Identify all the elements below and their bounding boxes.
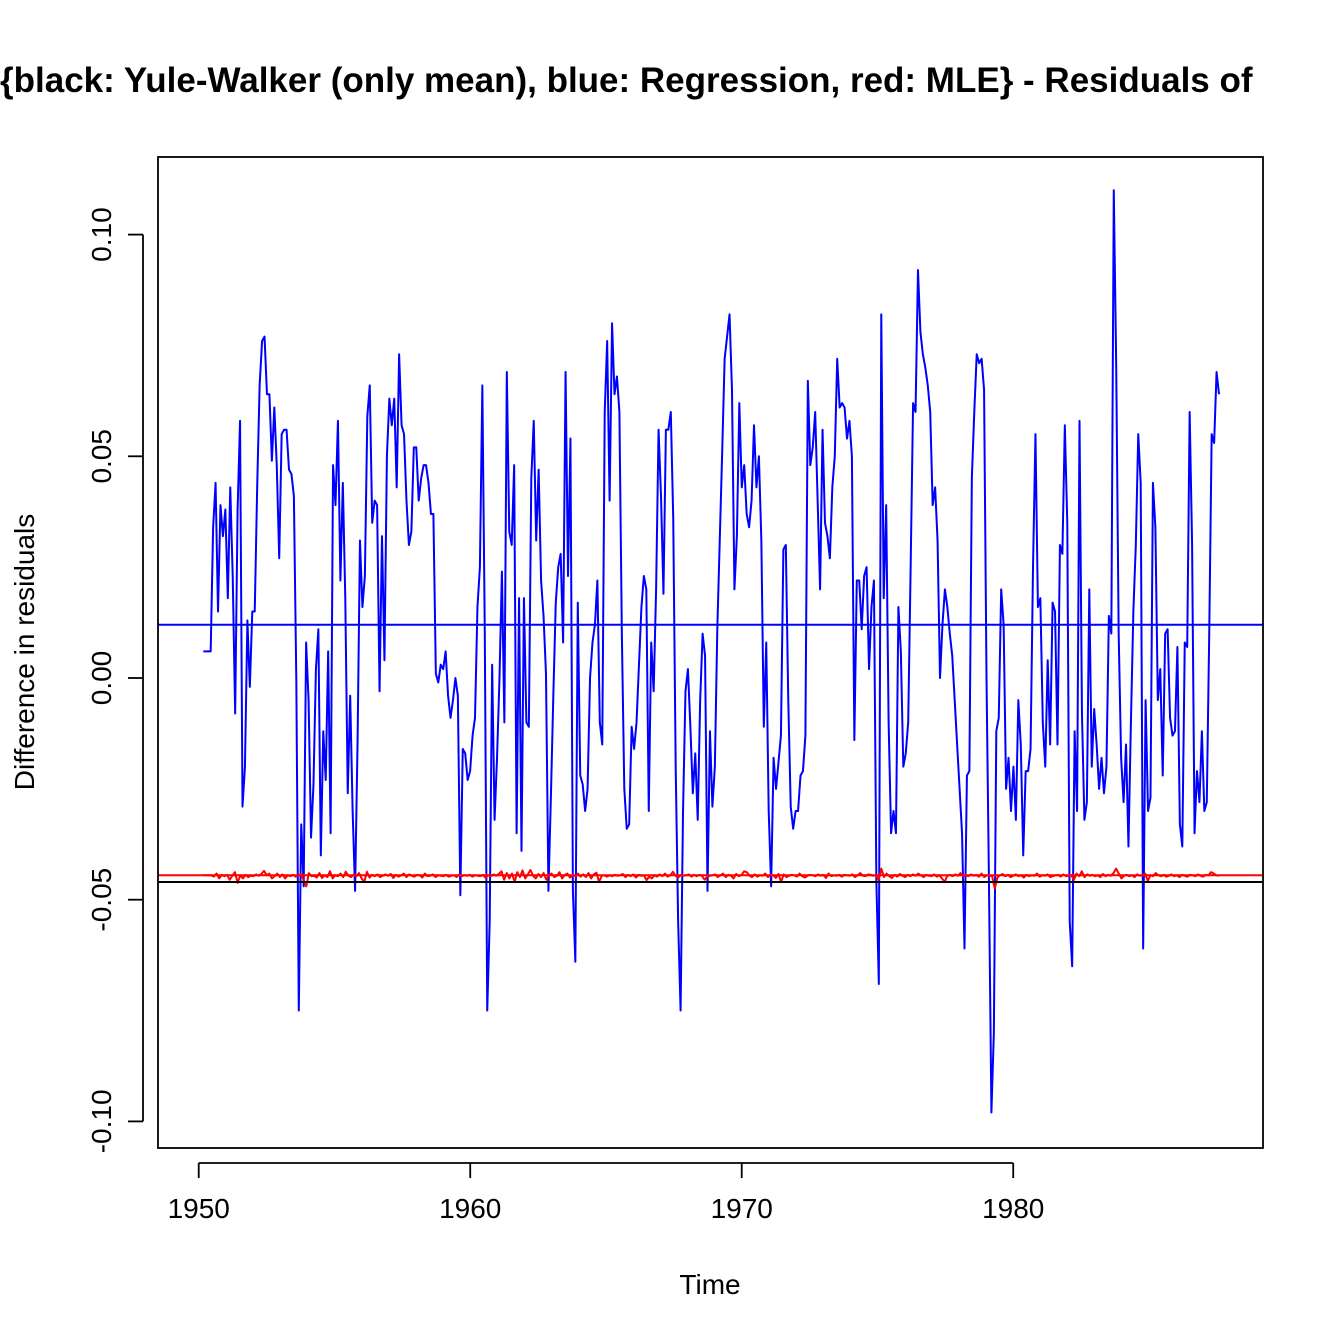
plot-frame [157,156,1264,1149]
x-tick-label-0: 1950 [168,1193,230,1224]
x-tick-label-1: 1960 [439,1193,501,1224]
x-tick-label-2: 1970 [711,1193,773,1224]
y-axis-label: Difference in residuals [9,514,40,791]
y-tick-label-0: -0.10 [86,1089,117,1153]
y-axis: -0.10 -0.05 0.00 0.05 0.10 [86,207,144,1153]
series-line-0 [203,189,1221,1114]
chart-title: {black: Yule-Walker (only mean), blue: R… [0,61,1253,100]
x-axis: 1950 1960 1970 1980 [168,1162,1044,1224]
y-tick-label-2: 0.00 [86,651,117,706]
series-layer [158,189,1263,1114]
y-tick-label-4: 0.10 [86,207,117,262]
x-axis-label: Time [679,1269,740,1300]
y-tick-label-3: 0.05 [86,429,117,484]
x-tick-label-3: 1980 [982,1193,1044,1224]
y-tick-label-1: -0.05 [86,868,117,932]
